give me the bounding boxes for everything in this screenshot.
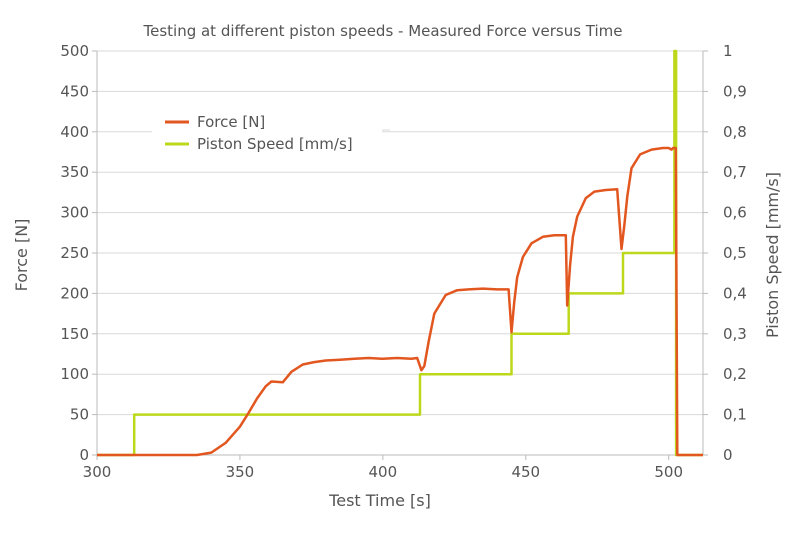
gridlines [97,50,703,416]
y2-tick-label: 0,3 [723,325,747,343]
legend-background [152,108,382,160]
chart-title: Testing at different piston speeds - Mea… [142,22,622,40]
x-tick-label: 350 [226,463,255,481]
y2-tick-label: 0,7 [723,163,747,181]
y2-tick-label: 0,1 [723,406,747,424]
y-axis-left: 0 50 100 150 200 250 300 350 400 450 500 [60,42,97,464]
y2-tick-label: 0,4 [723,284,747,302]
y-tick-label: 500 [60,42,89,60]
y2-tick-label: 0,5 [723,244,747,262]
y-tick-label: 450 [60,82,89,100]
series-group [97,49,703,457]
piston-speed-series-line [97,49,703,457]
y2-axis-label: Piston Speed [mm/s] [763,172,782,338]
y2-tick-label: 0,9 [723,82,747,100]
x-tick-label: 400 [369,463,398,481]
x-tick-label: 450 [511,463,540,481]
y-axis-label: Force [N] [12,219,31,292]
y2-tick-label: 1 [723,42,733,60]
legend-label: Force [N] [197,113,265,131]
y2-tick-label: 0,2 [723,365,747,383]
legend: Force [N] Piston Speed [mm/s] [152,108,390,160]
y-tick-label: 250 [60,244,89,262]
y-tick-label: 400 [60,123,89,141]
y-tick-label: 300 [60,204,89,222]
y2-tick-label: 0 [723,446,733,464]
y-tick-label: 0 [79,446,89,464]
x-axis: 300 350 400 450 500 [83,454,703,481]
x-tick-label: 500 [654,463,683,481]
y-tick-label: 200 [60,284,89,302]
x-axis-label: Test Time [s] [328,491,431,510]
x-tick-label: 300 [83,463,112,481]
y-tick-label: 100 [60,365,89,383]
y2-tick-label: 0,6 [723,204,747,222]
y-tick-label: 50 [70,406,89,424]
y2-tick-label: 0,8 [723,123,747,141]
legend-label: Piston Speed [mm/s] [197,135,353,153]
y-tick-label: 350 [60,163,89,181]
force-series-line [97,146,703,457]
y-axis-right: 0 0,1 0,2 0,3 0,4 0,5 0,6 0,7 0,8 0,9 1 [703,42,747,464]
y-tick-label: 150 [60,325,89,343]
